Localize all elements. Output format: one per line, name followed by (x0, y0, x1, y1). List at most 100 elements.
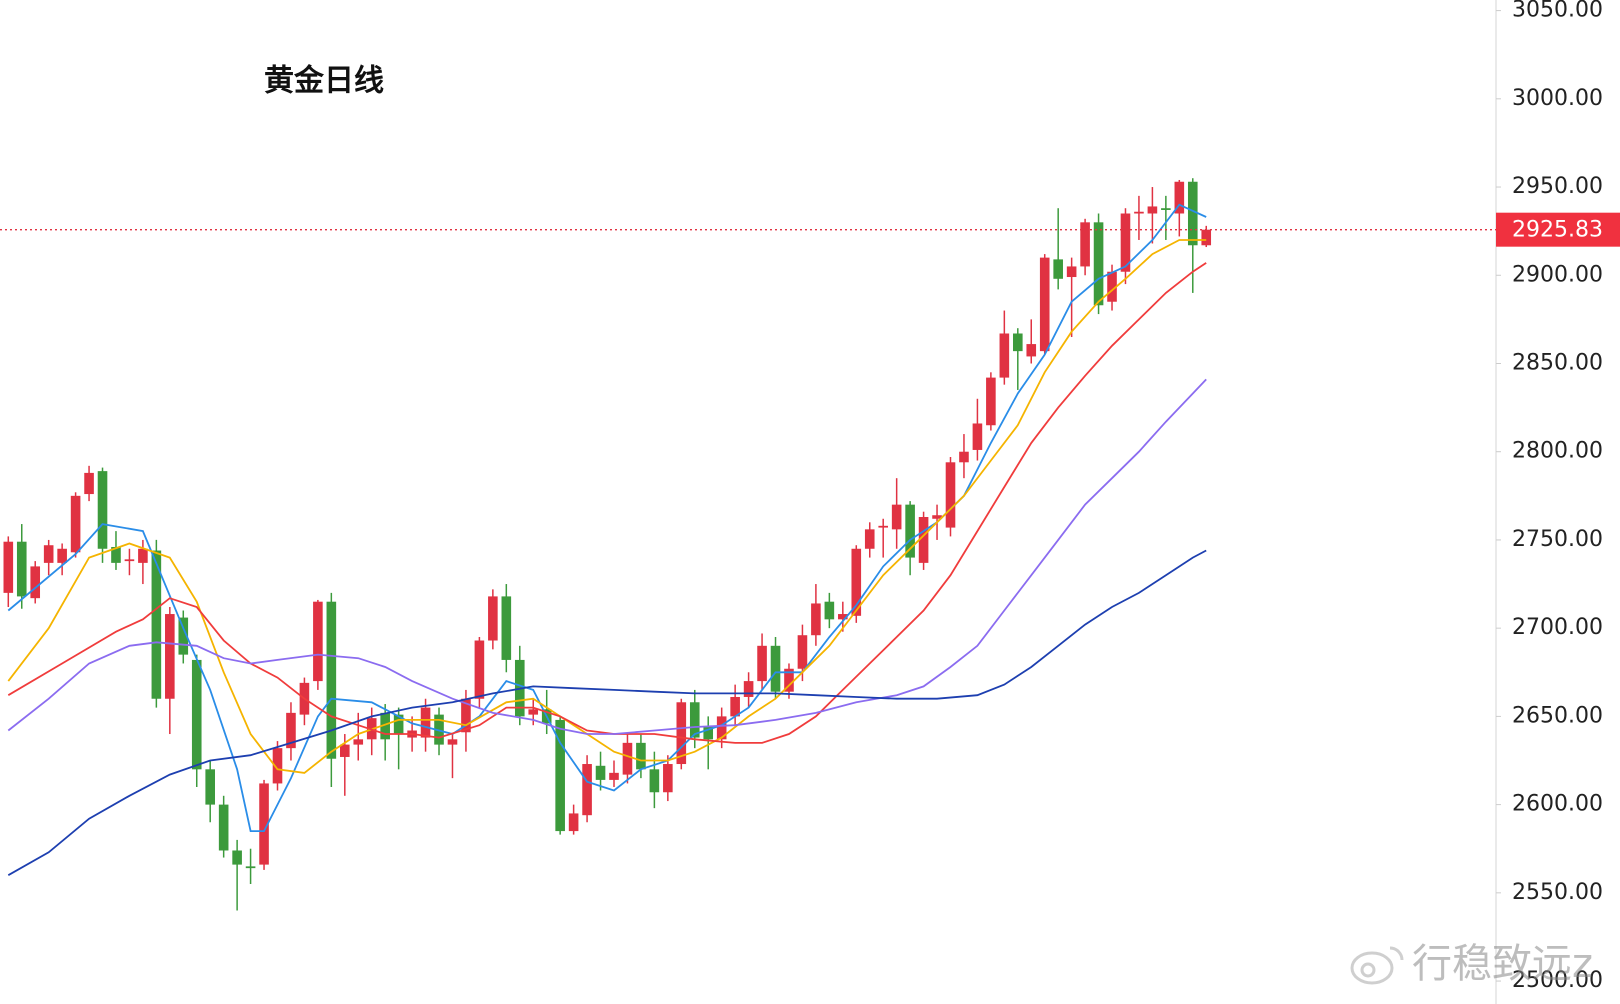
candle-body (165, 614, 175, 699)
candle-body (730, 696, 740, 717)
candle-body (84, 472, 94, 495)
moving-average-line (7, 203, 1207, 832)
candle-body (124, 559, 135, 562)
candle-body (286, 712, 296, 749)
candle-body (582, 764, 592, 816)
candle-body (205, 769, 215, 805)
candle-body (918, 516, 929, 563)
candle-body (757, 645, 767, 682)
last-price-label: 2925.83 (1512, 218, 1603, 243)
candle-body (891, 504, 902, 530)
candle-body (380, 712, 390, 740)
candle-body (878, 525, 888, 528)
candle-body (393, 714, 404, 735)
candle-body (30, 566, 41, 599)
watermark-logo (1350, 946, 1404, 985)
candle-body (663, 764, 673, 793)
watermark: 行稳致远z (1412, 941, 1593, 987)
candle-body (488, 596, 498, 641)
moving-average-line (7, 239, 1207, 774)
candle-body (3, 541, 14, 593)
candle-body (1039, 257, 1050, 352)
candle-body (1161, 208, 1171, 210)
candle-body (1120, 213, 1131, 272)
candle-body (676, 702, 687, 765)
candle-body (568, 813, 579, 832)
candle-body (272, 748, 283, 784)
candle-body (1093, 222, 1104, 306)
y-tick-label: 2800.00 (1512, 439, 1603, 464)
candle-body (1147, 206, 1158, 214)
candle-body (16, 541, 27, 597)
y-tick-label: 3000.00 (1512, 86, 1603, 111)
moving-average-line (7, 378, 1207, 735)
candle-body (972, 423, 983, 450)
candle-body (447, 739, 458, 745)
candle-body (461, 698, 471, 733)
candle-body (999, 333, 1010, 378)
candle-body (43, 545, 54, 563)
candle-body (1107, 271, 1117, 302)
candle-body (138, 548, 148, 563)
candle-body (649, 769, 660, 793)
candle-body (232, 850, 242, 865)
y-tick-label: 2900.00 (1512, 262, 1603, 287)
last-price-box (1496, 212, 1620, 247)
candle-body (501, 596, 512, 660)
y-tick-label: 2650.00 (1512, 703, 1603, 728)
candle-body (609, 772, 619, 780)
y-tick-label: 2550.00 (1512, 880, 1603, 905)
candle-body (151, 550, 162, 699)
candle-body (703, 726, 714, 740)
candle-body (1026, 344, 1037, 357)
candle-body (797, 635, 808, 669)
y-tick-label: 2850.00 (1512, 350, 1603, 375)
moving-average-line (7, 549, 1207, 876)
candle-body (811, 603, 821, 636)
candle-body (555, 719, 565, 832)
candle-body (1013, 333, 1023, 352)
candle-body (326, 601, 337, 759)
candle-body (945, 462, 956, 528)
candle-body (1174, 181, 1185, 214)
candle-body (191, 659, 202, 770)
candle-body (986, 377, 996, 426)
candle-body (784, 668, 794, 692)
candle-body (1187, 181, 1198, 246)
candle-body (743, 681, 754, 697)
candle-body (1080, 222, 1090, 267)
candle-body (420, 707, 431, 738)
y-tick-label: 2700.00 (1512, 615, 1603, 640)
candle-body (838, 614, 848, 620)
candle-body (340, 744, 350, 757)
candle-body (70, 495, 81, 553)
y-tick-label: 2950.00 (1512, 174, 1603, 199)
candle-body (689, 702, 700, 738)
candle-body (770, 645, 781, 692)
candle-body (932, 515, 942, 519)
candle-body (905, 504, 915, 558)
candle-body (313, 601, 323, 682)
candle-body (218, 804, 229, 851)
candle-body (528, 709, 539, 715)
candle-body (595, 765, 606, 780)
y-tick-label: 2500.00 (1512, 968, 1603, 993)
candle-body (245, 866, 256, 869)
y-tick-label: 3050.00 (1512, 0, 1603, 23)
candle-body (353, 739, 364, 745)
candle-body (57, 548, 67, 563)
y-tick-label: 2600.00 (1512, 792, 1603, 817)
candle-body (864, 529, 875, 549)
candle-body (1053, 259, 1063, 279)
candle-body (851, 548, 862, 616)
candle-body (1134, 211, 1144, 214)
candle-body (259, 783, 269, 865)
candle-body (97, 471, 108, 549)
chart-title: 黄金日线 (264, 64, 384, 99)
candle-body (716, 716, 727, 740)
y-tick-label: 2750.00 (1512, 527, 1603, 552)
candle-body (474, 640, 485, 699)
candle-body (178, 617, 189, 655)
candle-body (111, 546, 121, 563)
